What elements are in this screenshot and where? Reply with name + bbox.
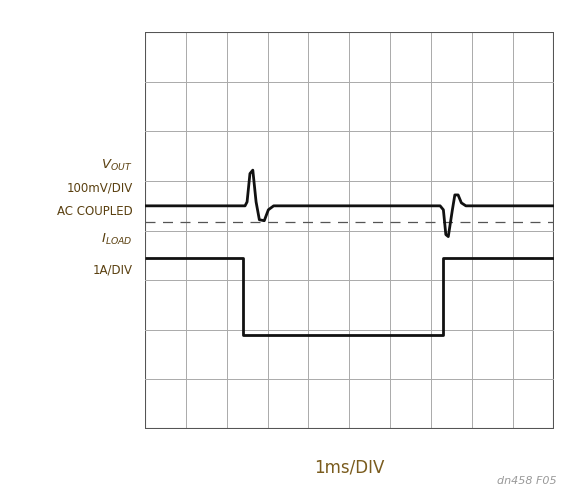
Text: 100mV/DIV: 100mV/DIV [66,182,132,195]
Text: 1ms/DIV: 1ms/DIV [314,459,385,477]
Text: $\mathregular{I_{LOAD}}$: $\mathregular{I_{LOAD}}$ [101,232,132,247]
Text: AC COUPLED: AC COUPLED [57,205,132,218]
Text: dn458 F05: dn458 F05 [497,476,557,486]
Text: 1A/DIV: 1A/DIV [93,264,132,277]
Text: $\mathregular{V_{OUT}}$: $\mathregular{V_{OUT}}$ [101,158,132,173]
